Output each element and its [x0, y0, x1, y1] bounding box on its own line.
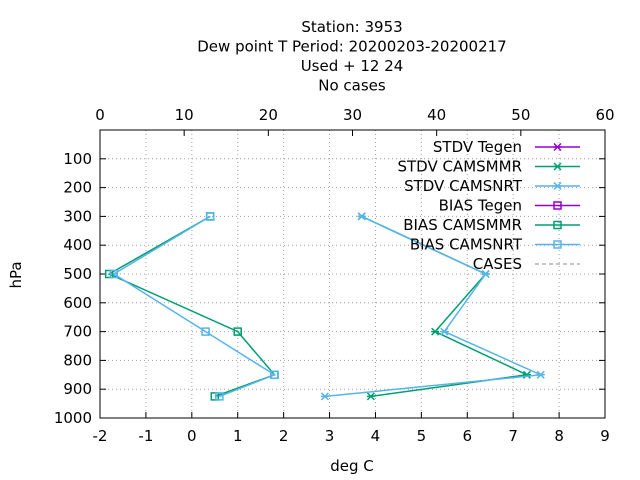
x-tick-label: 6: [462, 427, 472, 445]
x-tick-label: 8: [554, 427, 564, 445]
legend-marker: [553, 220, 562, 230]
y-tick-label: 600: [63, 294, 92, 312]
x-tick-label: 0: [187, 427, 197, 445]
y-tick-label: 800: [63, 351, 92, 369]
legend-marker: [553, 201, 562, 210]
legend-label: STDV Tegen: [433, 138, 522, 156]
legend-marker: [553, 181, 562, 191]
legend-label: STDV CAMSNRT: [404, 177, 523, 195]
x2-tick-label: 0: [95, 106, 105, 124]
legend-label: BIAS CAMSMMR: [403, 216, 522, 234]
x2-tick-label: 10: [175, 106, 194, 124]
y-tick-label: 1000: [54, 409, 92, 427]
x-tick-label: 3: [325, 427, 335, 445]
x2-tick-label: 20: [259, 106, 278, 124]
x2-tick-label: 30: [343, 106, 362, 124]
title-line: No cases: [318, 77, 386, 95]
x-tick-label: 5: [417, 427, 427, 445]
series: [104, 212, 545, 401]
y-tick-label: 700: [63, 323, 92, 341]
x-tick-label: 2: [279, 427, 289, 445]
y-axis-label: hPa: [7, 261, 25, 288]
legend-marker: [553, 142, 562, 152]
legend-label: STDV CAMSMMR: [397, 158, 522, 176]
legend-marker: [553, 162, 562, 171]
title-line: Station: 3953: [301, 18, 402, 36]
y-tick-label: 400: [63, 236, 92, 254]
data-point: [431, 327, 440, 336]
x-axis-label: deg C: [330, 457, 374, 475]
data-point: [440, 327, 449, 336]
x2-tick-label: 60: [595, 106, 614, 124]
legend-label: BIAS Tegen: [439, 197, 522, 215]
series-line: [112, 215, 277, 398]
data-point: [215, 392, 224, 401]
data-point: [210, 392, 220, 401]
data-point: [205, 212, 215, 221]
x-tick-label: -1: [138, 427, 153, 445]
data-point: [366, 392, 375, 401]
data-point: [522, 370, 531, 379]
grid: [100, 130, 605, 418]
series-bias-camsnrt: [109, 212, 279, 401]
title-line: Used + 12 24: [301, 57, 404, 75]
x-tick-label: 4: [371, 427, 381, 445]
ticks: -2 -1 0 1 2 3 4 5 6 7 8 9 0 10 20 30 40 50 60 100 200 300 400 5…: [54, 106, 615, 445]
legend-label: BIAS CAMSNRT: [410, 236, 523, 254]
y-tick-label: 500: [63, 265, 92, 283]
x2-tick-label: 50: [511, 106, 530, 124]
x-tick-label: -2: [93, 427, 108, 445]
data-point: [109, 269, 119, 279]
y-tick-label: 100: [63, 150, 92, 168]
x-tick-label: 1: [233, 427, 243, 445]
data-point: [270, 370, 279, 380]
y-tick-label: 900: [63, 380, 92, 398]
data-point: [201, 327, 210, 336]
x2-tick-label: 40: [427, 106, 446, 124]
data-point: [320, 392, 329, 401]
legend-marker: [553, 240, 562, 249]
y-tick-label: 200: [63, 179, 92, 197]
data-point: [481, 269, 490, 279]
chart-title: Station: 3953 Dew point T Period: 2020020…: [197, 18, 506, 95]
y-tick-label: 300: [63, 207, 92, 225]
data-point: [233, 327, 242, 336]
title-line: Dew point T Period: 20200203-20200217: [197, 38, 506, 56]
legend-label: CASES: [473, 255, 522, 273]
series-stdv-camsnrt: [320, 212, 545, 401]
data-point: [536, 370, 545, 379]
data-point: [357, 212, 366, 221]
x-tick-label: 7: [508, 427, 518, 445]
x-tick-label: 9: [600, 427, 610, 445]
